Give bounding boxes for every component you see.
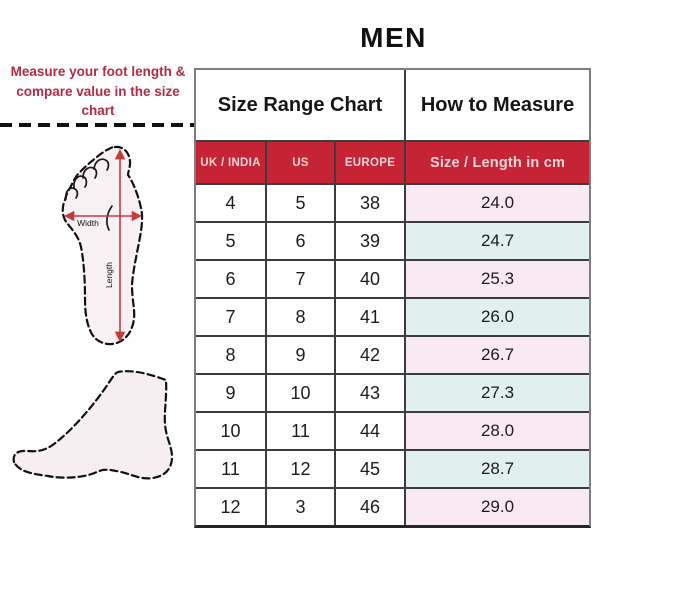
size-table: Size Range Chart How to Measure UK / IND… <box>194 68 592 528</box>
cell-uk-india: 5 <box>196 221 266 260</box>
cell-uk-india: 11 <box>196 449 266 488</box>
column-header-row: UK / INDIA US EUROPE Size / Length in cm <box>196 140 590 184</box>
cell-us: 8 <box>265 297 335 336</box>
cell-europe: 44 <box>333 411 406 450</box>
cell-us: 9 <box>265 335 335 374</box>
table-row: 6 7 40 25.3 <box>196 259 590 298</box>
cell-us: 7 <box>265 259 335 298</box>
table-row: 5 6 39 24.7 <box>196 221 590 260</box>
cell-size-length-cm: 28.0 <box>404 411 590 450</box>
cell-europe: 42 <box>333 335 406 374</box>
foot-outline <box>61 145 144 346</box>
cell-uk-india: 7 <box>196 297 266 336</box>
cell-size-length-cm: 29.0 <box>404 487 590 525</box>
group-header-how-to-measure: How to Measure <box>404 70 590 141</box>
table-row: 4 5 38 24.0 <box>196 183 590 222</box>
cell-uk-india: 10 <box>196 411 266 450</box>
cell-size-length-cm: 26.7 <box>404 335 590 374</box>
cell-us: 6 <box>265 221 335 260</box>
cell-europe: 43 <box>333 373 406 412</box>
column-header-europe: EUROPE <box>333 140 406 184</box>
cell-uk-india: 4 <box>196 183 266 222</box>
cell-europe: 38 <box>333 183 406 222</box>
cell-size-length-cm: 28.7 <box>404 449 590 488</box>
cell-europe: 46 <box>333 487 406 525</box>
column-header-us: US <box>265 140 335 184</box>
cell-us: 11 <box>265 411 335 450</box>
measure-instruction-text: Measure your foot length & compare value… <box>10 64 186 119</box>
table-row: 9 10 43 27.3 <box>196 373 590 412</box>
cell-europe: 39 <box>333 221 406 260</box>
foot-side-diagram-icon <box>12 370 174 480</box>
cell-uk-india: 8 <box>196 335 266 374</box>
table-row: 8 9 42 26.7 <box>196 335 590 374</box>
cell-europe: 41 <box>333 297 406 336</box>
cell-size-length-cm: 25.3 <box>404 259 590 298</box>
dashed-separator <box>0 123 196 127</box>
cell-uk-india: 9 <box>196 373 266 412</box>
table-row: 10 11 44 28.0 <box>196 411 590 450</box>
length-label: Length <box>104 262 114 288</box>
cell-uk-india: 12 <box>196 487 266 525</box>
foot-side-outline <box>12 370 174 480</box>
table-row: 7 8 41 26.0 <box>196 297 590 336</box>
cell-size-length-cm: 24.0 <box>404 183 590 222</box>
cell-us: 10 <box>265 373 335 412</box>
cell-size-length-cm: 26.0 <box>404 297 590 336</box>
width-label: Width <box>77 218 99 228</box>
cell-us: 12 <box>265 449 335 488</box>
cell-europe: 45 <box>333 449 406 488</box>
page-title: MEN <box>360 22 427 53</box>
cell-size-length-cm: 24.7 <box>404 221 590 260</box>
column-header-uk-india: UK / INDIA <box>196 140 266 184</box>
foot-sole-diagram-icon: Width Length <box>61 145 144 346</box>
group-header-size-range: Size Range Chart <box>196 70 406 141</box>
cell-europe: 40 <box>333 259 406 298</box>
group-header-row: Size Range Chart How to Measure <box>196 70 590 141</box>
cell-size-length-cm: 27.3 <box>404 373 590 412</box>
size-range-table: Size Range Chart How to Measure UK / IND… <box>196 70 590 525</box>
table-body: 4 5 38 24.0 5 6 39 24.7 6 7 40 25.3 7 8 41 26.0 8 9 42 26.7… <box>196 183 590 525</box>
column-header-size-length-cm: Size / Length in cm <box>404 140 590 184</box>
cell-us: 3 <box>265 487 335 525</box>
cell-us: 5 <box>265 183 335 222</box>
table-row: 12 3 46 29.0 <box>196 487 590 525</box>
cell-uk-india: 6 <box>196 259 266 298</box>
table-row: 11 12 45 28.7 <box>196 449 590 488</box>
